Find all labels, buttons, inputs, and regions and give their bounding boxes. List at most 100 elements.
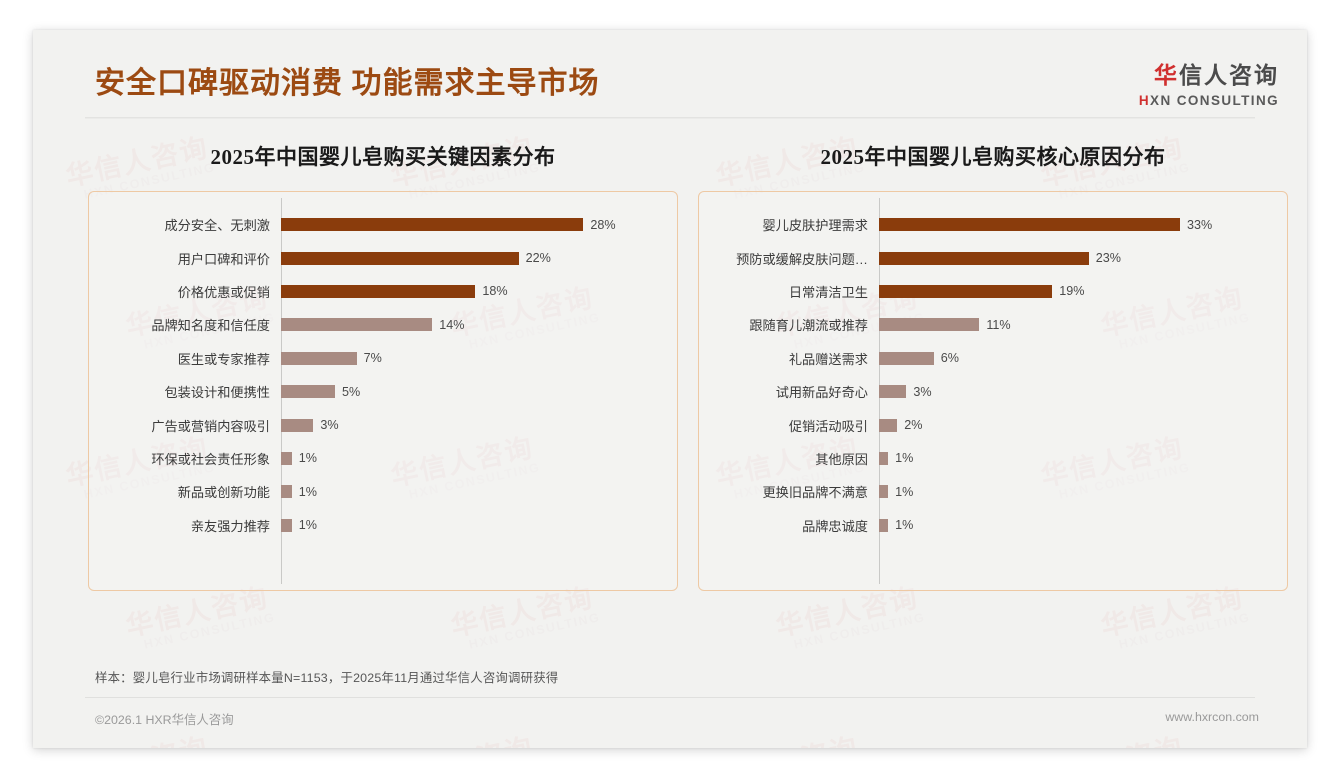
bar-category-label: 日常清洁卫生 (788, 284, 868, 300)
bar-track: 6% (879, 351, 1287, 365)
bar-value-label: 1% (895, 484, 914, 499)
bar-category-label: 用户口碑和评价 (177, 251, 270, 267)
bar-value-label: 7% (363, 351, 382, 366)
bar (281, 451, 292, 465)
bar-row: 试用新品好奇心 3% (699, 375, 1287, 408)
bar-rows-left: 成分安全、无刺激 28% 用户口碑和评价 22% 价格优惠或促销 18% 品牌知名度和信任度… (89, 208, 677, 574)
bar-rows-right: 婴儿皮肤护理需求 33% 预防或缓解皮肤问题… 23% 日常清洁卫生 19% 跟随育儿潮流或… (699, 208, 1287, 574)
bar (281, 385, 335, 399)
bar-value-label: 14% (439, 317, 465, 332)
source-note: 样本：婴儿皂行业市场调研样本量N=1153，于2025年11月通过华信人咨询调研… (95, 671, 559, 685)
bar-row: 预防或缓解皮肤问题… 23% (699, 241, 1287, 274)
bar-row: 促销活动吸引 2% (699, 408, 1287, 441)
bar-row: 医生或专家推荐 7% (89, 342, 677, 375)
logo-chinese-text: 华信人咨询 (1139, 56, 1279, 90)
bar-track: 19% (879, 284, 1287, 298)
bar (281, 318, 433, 332)
bar-value-label: 22% (525, 251, 551, 266)
bar-category-label: 医生或专家推荐 (177, 351, 270, 367)
bar-value-label: 3% (320, 418, 339, 433)
bar-category-label: 成分安全、无刺激 (164, 218, 271, 234)
chart-column-right: 2025年中国婴儿皂购买核心原因分布 婴儿皮肤护理需求 33% 预防或缓解皮肤问题…… (698, 135, 1288, 591)
bar-track: 28% (281, 218, 677, 232)
bar-track: 23% (879, 251, 1287, 265)
bar-track: 1% (879, 451, 1287, 465)
bar (879, 485, 889, 499)
bar-category-label: 其他原因 (815, 451, 868, 467)
bar-value-label: 11% (986, 317, 1011, 332)
bar-value-label: 23% (1095, 251, 1121, 266)
bar-category-label: 广告或营销内容吸引 (151, 418, 270, 434)
bar-track: 14% (281, 318, 677, 332)
watermark-en: HXN CONSULTING (792, 610, 927, 652)
bar (281, 418, 314, 432)
bar (281, 485, 292, 499)
bar-row: 广告或营销内容吸引 3% (89, 408, 677, 441)
bar-category-label: 促销活动吸引 (788, 418, 868, 434)
bar-category-label: 亲友强力推荐 (190, 518, 270, 534)
logo-accent-char: 华 (1154, 63, 1179, 88)
bar-value-label: 1% (298, 518, 317, 533)
logo-en-rest: XN CONSULTING (1150, 93, 1279, 108)
bar (879, 318, 980, 332)
bar-category-label: 品牌知名度和信任度 (151, 318, 270, 334)
bar-category-label: 更换旧品牌不满意 (762, 485, 869, 501)
bar-value-label: 5% (342, 384, 361, 399)
bar-track: 22% (281, 251, 677, 265)
bar-track: 33% (879, 218, 1287, 232)
bar-category-label: 环保或社会责任形象 (151, 451, 270, 467)
bar-value-label: 2% (904, 418, 923, 433)
bar-track: 7% (281, 351, 677, 365)
website-text: www.hxrcon.com (1165, 710, 1259, 724)
bar-row: 品牌知名度和信任度 14% (89, 308, 677, 341)
bar-track: 1% (879, 518, 1287, 532)
bar-row: 价格优惠或促销 18% (89, 275, 677, 308)
logo-en-accent: H (1138, 93, 1151, 108)
bar-category-label: 品牌忠诚度 (802, 518, 868, 534)
title-divider (85, 117, 1255, 118)
bar-row: 更换旧品牌不满意 1% (699, 475, 1287, 508)
bar-track: 18% (281, 284, 677, 298)
bar-value-label: 28% (590, 217, 616, 232)
bar (281, 518, 292, 532)
bar-category-label: 预防或缓解皮肤问题… (736, 251, 868, 267)
chart-panel-right: 婴儿皮肤护理需求 33% 预防或缓解皮肤问题… 23% 日常清洁卫生 19% 跟随育儿潮流或… (698, 191, 1288, 591)
logo-rest-chars: 信人咨询 (1179, 63, 1279, 88)
watermark-cn: 华信人咨询 (1034, 725, 1189, 748)
bar-value-label: 6% (940, 351, 959, 366)
company-logo: 华信人咨询 HXN CONSULTING (1139, 56, 1279, 108)
bar-track: 3% (281, 418, 677, 432)
bar-category-label: 试用新品好奇心 (775, 385, 868, 401)
bar-row: 婴儿皮肤护理需求 33% (699, 208, 1287, 241)
bar-category-label: 价格优惠或促销 (177, 284, 270, 300)
bar (879, 351, 934, 365)
bar (281, 251, 519, 265)
watermark-cn: 华信人咨询 (384, 725, 539, 748)
slide-card: 华信人咨询 HXN CONSULTING 华信人咨询 HXN CONSULTING 华信… (33, 30, 1307, 748)
chart-title-left: 2025年中国婴儿皂购买关键因素分布 (210, 145, 556, 169)
chart-column-left: 2025年中国婴儿皂购买关键因素分布 成分安全、无刺激 28% 用户口碑和评价 22%… (88, 135, 678, 591)
copyright-text: ©2026.1 HXR华信人咨询 (95, 713, 234, 727)
chart-title-right: 2025年中国婴儿皂购买核心原因分布 (820, 145, 1166, 169)
slide-header: 安全口碑驱动消费 功能需求主导市场 华信人咨询 HXN CONSULTING (33, 30, 1307, 122)
bar (879, 518, 889, 532)
bar-track: 1% (281, 485, 677, 499)
bar-row: 用户口碑和评价 22% (89, 241, 677, 274)
watermark-cn: 华信人咨询 (59, 725, 214, 748)
bar-value-label: 18% (482, 284, 508, 299)
bar-row: 包装设计和便携性 5% (89, 375, 677, 408)
bar-row: 新品或创新功能 1% (89, 475, 677, 508)
watermark-en: HXN CONSULTING (142, 610, 277, 652)
bar-row: 环保或社会责任形象 1% (89, 442, 677, 475)
bar-value-label: 3% (913, 384, 932, 399)
bar-category-label: 跟随育儿潮流或推荐 (749, 318, 868, 334)
bar-row: 其他原因 1% (699, 442, 1287, 475)
bar-row: 品牌忠诚度 1% (699, 509, 1287, 542)
bar-value-label: 1% (895, 451, 914, 466)
watermark-en: HXN CONSULTING (1117, 610, 1252, 652)
bar-category-label: 新品或创新功能 (177, 485, 270, 501)
bar-value-label: 1% (298, 451, 317, 466)
